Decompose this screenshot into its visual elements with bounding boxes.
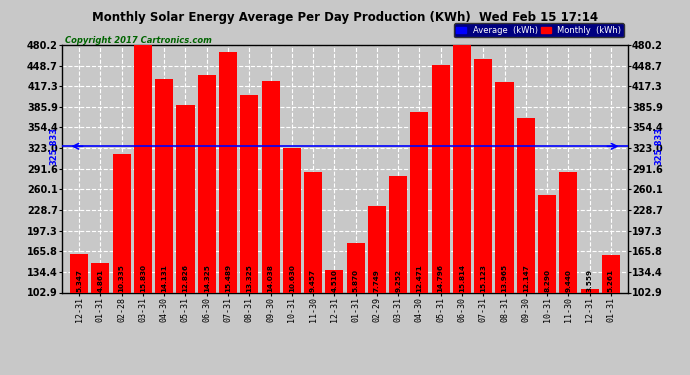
Text: 10.630: 10.630: [289, 264, 295, 291]
Text: 14.038: 14.038: [268, 264, 273, 291]
Text: Copyright 2017 Cartronics.com: Copyright 2017 Cartronics.com: [65, 36, 212, 45]
Text: Monthly Solar Energy Average Per Day Production (KWh)  Wed Feb 15 17:14: Monthly Solar Energy Average Per Day Pro…: [92, 11, 598, 24]
Bar: [91, 263, 110, 360]
Text: 5.347: 5.347: [76, 268, 82, 291]
Bar: [517, 118, 535, 360]
Text: 5.261: 5.261: [608, 268, 614, 291]
Text: 7.749: 7.749: [374, 268, 380, 291]
Text: 4.861: 4.861: [97, 268, 104, 291]
Bar: [262, 81, 279, 360]
Text: 15.123: 15.123: [480, 264, 486, 291]
Bar: [240, 95, 258, 360]
Text: 12.826: 12.826: [182, 264, 188, 291]
Bar: [198, 75, 216, 360]
Bar: [325, 270, 344, 360]
Bar: [346, 243, 365, 360]
Bar: [453, 45, 471, 360]
Bar: [580, 289, 599, 360]
Bar: [177, 105, 195, 360]
Text: 9.457: 9.457: [310, 268, 316, 291]
Text: 9.440: 9.440: [565, 268, 571, 291]
Bar: [134, 45, 152, 360]
Text: 15.489: 15.489: [225, 263, 231, 291]
Bar: [538, 195, 556, 360]
Bar: [219, 52, 237, 360]
Bar: [602, 255, 620, 360]
Bar: [474, 59, 492, 360]
Text: 5.870: 5.870: [353, 268, 359, 291]
Text: 14.131: 14.131: [161, 264, 167, 291]
Bar: [495, 82, 513, 360]
Text: 14.325: 14.325: [204, 264, 210, 291]
Text: 8.290: 8.290: [544, 268, 550, 291]
Bar: [155, 79, 173, 360]
Bar: [389, 176, 407, 360]
Text: 13.965: 13.965: [502, 263, 508, 291]
Text: 15.814: 15.814: [459, 264, 465, 291]
Bar: [368, 206, 386, 360]
Text: 10.335: 10.335: [119, 264, 125, 291]
Text: 15.830: 15.830: [140, 264, 146, 291]
Bar: [112, 154, 130, 360]
Text: 3.559: 3.559: [586, 268, 593, 291]
Legend: Average  (kWh), Monthly  (kWh): Average (kWh), Monthly (kWh): [454, 23, 624, 37]
Text: 9.252: 9.252: [395, 268, 401, 291]
Text: 325.833: 325.833: [655, 127, 664, 165]
Text: 325.833: 325.833: [49, 127, 58, 165]
Text: 12.147: 12.147: [523, 264, 529, 291]
Bar: [70, 254, 88, 360]
Text: 14.796: 14.796: [437, 264, 444, 291]
Bar: [432, 65, 450, 360]
Bar: [411, 112, 428, 360]
Bar: [283, 148, 301, 360]
Bar: [560, 172, 578, 360]
Text: 13.325: 13.325: [246, 264, 253, 291]
Bar: [304, 172, 322, 360]
Text: 4.510: 4.510: [331, 268, 337, 291]
Text: 12.471: 12.471: [417, 264, 422, 291]
